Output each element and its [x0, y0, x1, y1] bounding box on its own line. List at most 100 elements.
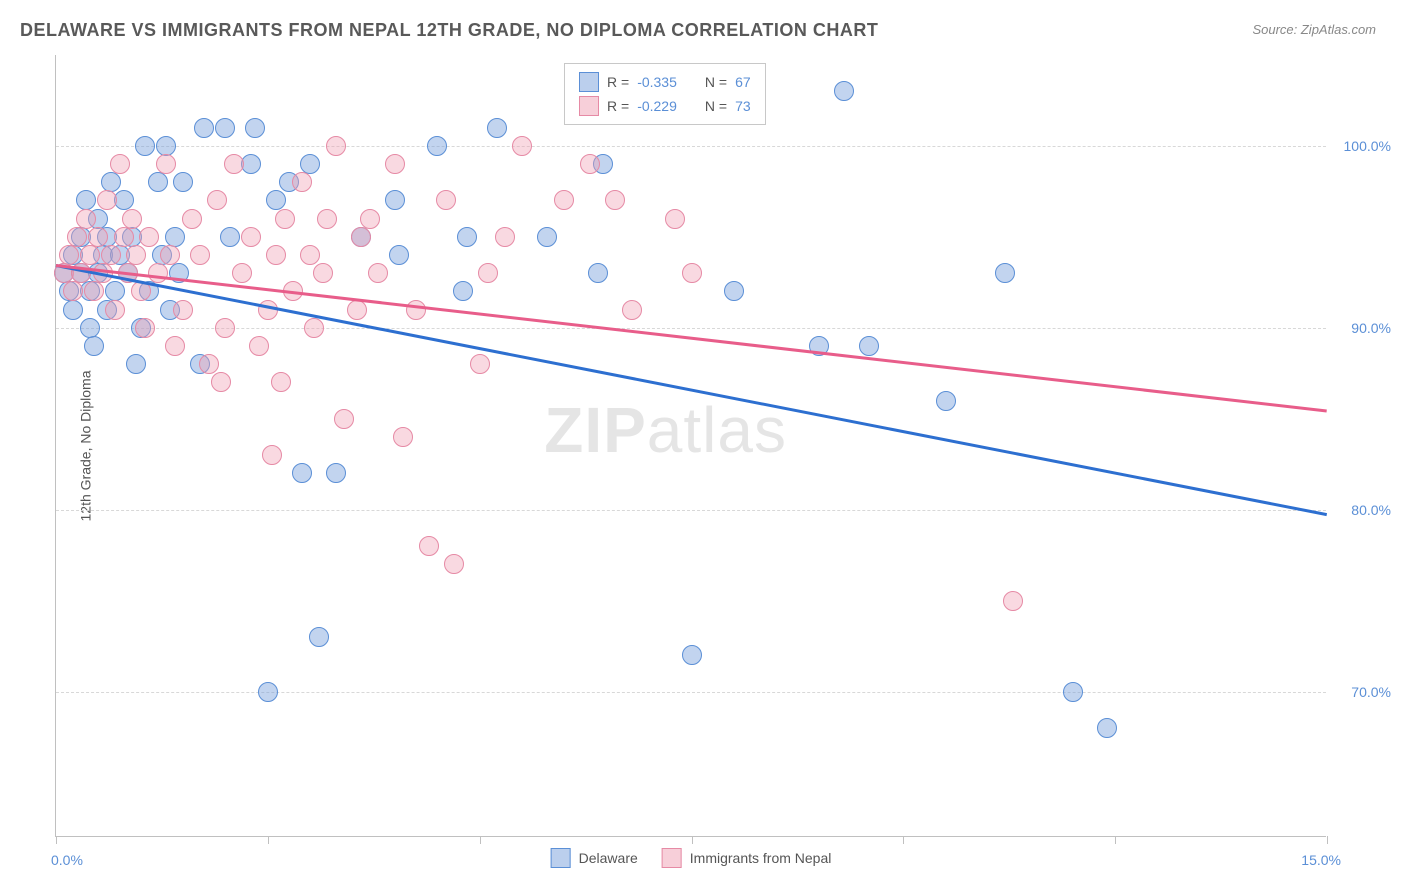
x-tick: [692, 836, 693, 844]
gridline: [56, 692, 1326, 693]
data-point: [139, 227, 159, 247]
legend-r-label: R =: [607, 98, 629, 114]
data-point: [304, 318, 324, 338]
x-tick: [56, 836, 57, 844]
data-point: [275, 209, 295, 229]
data-point: [80, 245, 100, 265]
data-point: [126, 245, 146, 265]
data-point: [245, 118, 265, 138]
data-point: [148, 263, 168, 283]
data-point: [173, 300, 193, 320]
legend-n-value: 73: [735, 98, 751, 114]
data-point: [105, 300, 125, 320]
data-point: [495, 227, 515, 247]
data-point: [59, 245, 79, 265]
data-point: [101, 172, 121, 192]
legend-label: Immigrants from Nepal: [690, 850, 832, 866]
data-point: [682, 645, 702, 665]
data-point: [224, 154, 244, 174]
data-point: [389, 245, 409, 265]
data-point: [313, 263, 333, 283]
data-point: [266, 245, 286, 265]
data-point: [317, 209, 337, 229]
legend-n-value: 67: [735, 74, 751, 90]
gridline: [56, 328, 1326, 329]
gridline: [56, 146, 1326, 147]
data-point: [266, 190, 286, 210]
watermark-bold: ZIP: [544, 394, 647, 466]
data-point: [427, 136, 447, 156]
data-point: [135, 136, 155, 156]
data-point: [190, 245, 210, 265]
data-point: [936, 391, 956, 411]
legend-swatch: [579, 72, 599, 92]
data-point: [80, 318, 100, 338]
legend-row: R =-0.229N =73: [579, 94, 751, 118]
data-point: [88, 227, 108, 247]
y-tick-label: 90.0%: [1351, 320, 1391, 336]
legend-swatch: [579, 96, 599, 116]
legend-row: R = -0.335 N = 67: [579, 70, 751, 94]
data-point: [211, 372, 231, 392]
data-point: [156, 154, 176, 174]
data-point: [347, 300, 367, 320]
correlation-legend: R = -0.335 N = 67 R =-0.229N =73: [564, 63, 766, 125]
data-point: [859, 336, 879, 356]
data-point: [156, 136, 176, 156]
data-point: [101, 245, 121, 265]
data-point: [436, 190, 456, 210]
data-point: [580, 154, 600, 174]
data-point: [84, 336, 104, 356]
legend-label: Delaware: [579, 850, 638, 866]
data-point: [478, 263, 498, 283]
data-point: [215, 318, 235, 338]
data-point: [605, 190, 625, 210]
legend-item: Delaware: [551, 848, 638, 868]
data-point: [135, 318, 155, 338]
data-point: [360, 209, 380, 229]
data-point: [512, 136, 532, 156]
data-point: [76, 190, 96, 210]
series-legend: Delaware Immigrants from Nepal: [551, 848, 832, 868]
data-point: [1063, 682, 1083, 702]
x-axis-start-label: 0.0%: [51, 852, 83, 868]
data-point: [457, 227, 477, 247]
data-point: [1003, 591, 1023, 611]
data-point: [122, 209, 142, 229]
legend-swatch: [551, 848, 571, 868]
data-point: [554, 190, 574, 210]
data-point: [537, 227, 557, 247]
data-point: [326, 463, 346, 483]
legend-n-label: N =: [705, 74, 727, 90]
x-tick: [1327, 836, 1328, 844]
data-point: [258, 682, 278, 702]
data-point: [67, 227, 87, 247]
data-point: [334, 409, 354, 429]
data-point: [588, 263, 608, 283]
data-point: [393, 427, 413, 447]
legend-r-label: R =: [607, 74, 629, 90]
data-point: [110, 154, 130, 174]
x-tick: [480, 836, 481, 844]
data-point: [682, 263, 702, 283]
data-point: [148, 172, 168, 192]
chart-title: DELAWARE VS IMMIGRANTS FROM NEPAL 12TH G…: [20, 20, 878, 41]
gridline: [56, 510, 1326, 511]
y-tick-label: 80.0%: [1351, 502, 1391, 518]
data-point: [419, 536, 439, 556]
data-point: [84, 281, 104, 301]
y-tick-label: 100.0%: [1344, 138, 1391, 154]
y-tick-label: 70.0%: [1351, 684, 1391, 700]
data-point: [182, 209, 202, 229]
data-point: [199, 354, 219, 374]
data-point: [300, 245, 320, 265]
data-point: [220, 227, 240, 247]
data-point: [126, 354, 146, 374]
watermark: ZIPatlas: [544, 393, 787, 467]
data-point: [309, 627, 329, 647]
data-point: [326, 136, 346, 156]
source-attribution: Source: ZipAtlas.com: [1252, 22, 1376, 37]
data-point: [368, 263, 388, 283]
data-point: [834, 81, 854, 101]
legend-r-value: -0.335: [637, 74, 677, 90]
